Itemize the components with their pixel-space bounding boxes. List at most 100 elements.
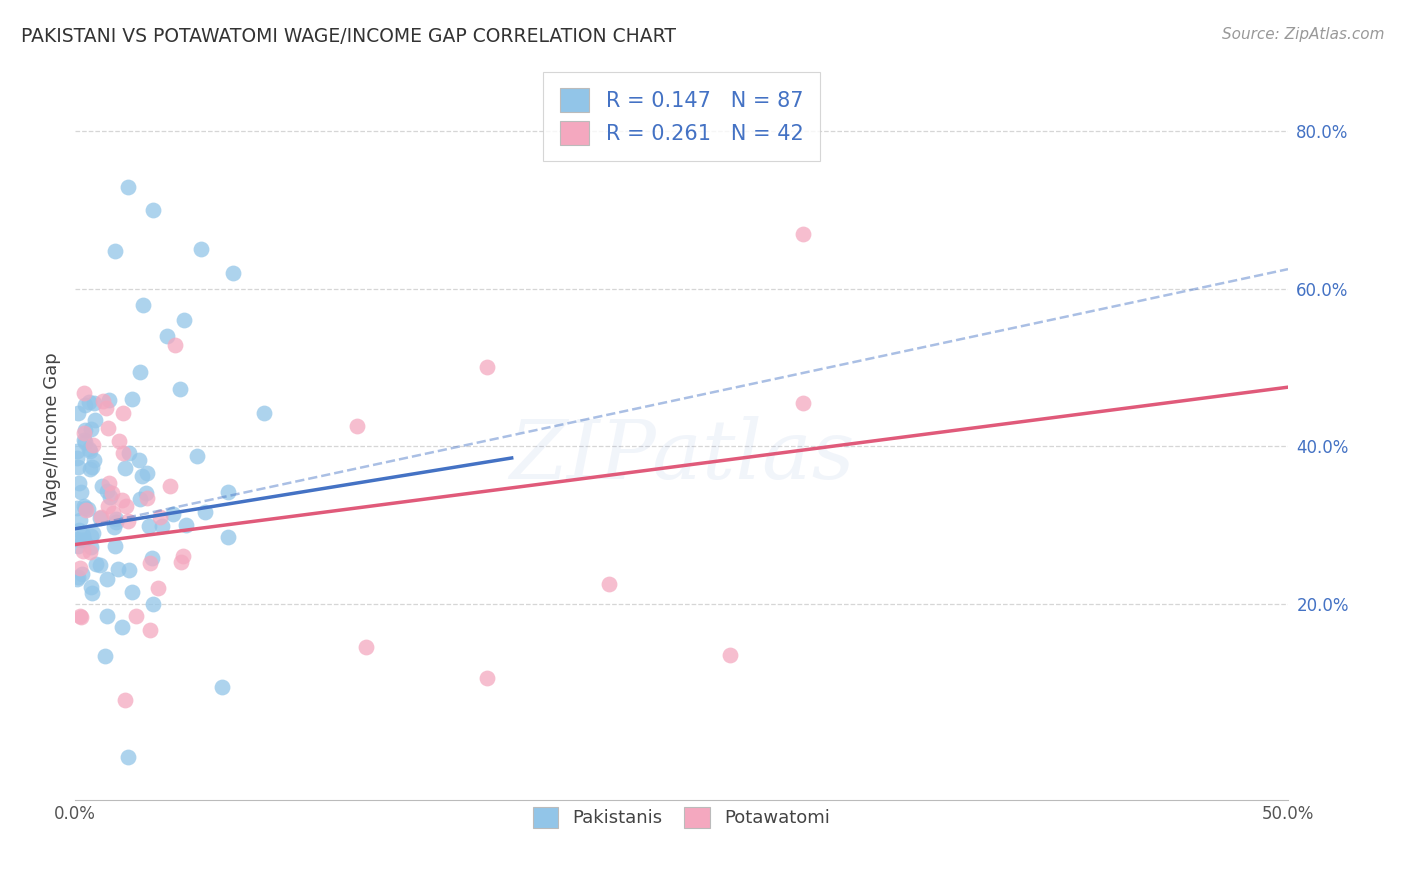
Point — [73, 533, 96, 548]
Point — [98, 393, 121, 408]
Point — [67, 476, 90, 491]
Y-axis label: Wage/Income Gap: Wage/Income Gap — [44, 352, 60, 516]
Point — [77, 501, 100, 516]
Point — [83, 396, 105, 410]
Point — [117, 179, 139, 194]
Point — [108, 434, 131, 448]
Point — [66, 532, 89, 546]
Point — [598, 577, 620, 591]
Point — [72, 528, 94, 542]
Text: ZIPatlas: ZIPatlas — [509, 417, 855, 496]
Point — [142, 597, 165, 611]
Point — [142, 203, 165, 218]
Point — [111, 492, 134, 507]
Point — [186, 449, 208, 463]
Point — [72, 543, 94, 558]
Point — [79, 462, 101, 476]
Point — [149, 510, 172, 524]
Point — [70, 533, 93, 547]
Point — [114, 693, 136, 707]
Point — [90, 479, 112, 493]
Point — [86, 557, 108, 571]
Point — [105, 512, 128, 526]
Point — [66, 572, 89, 586]
Point — [82, 585, 104, 599]
Point — [89, 558, 111, 572]
Point — [107, 562, 129, 576]
Point — [69, 513, 91, 527]
Point — [128, 452, 150, 467]
Point — [67, 539, 90, 553]
Point — [128, 365, 150, 379]
Point — [77, 442, 100, 457]
Point — [138, 519, 160, 533]
Point — [104, 540, 127, 554]
Point — [72, 426, 94, 441]
Point — [69, 610, 91, 624]
Point — [89, 511, 111, 525]
Point — [718, 648, 741, 662]
Point — [73, 434, 96, 448]
Point — [162, 508, 184, 522]
Point — [69, 560, 91, 574]
Point — [135, 491, 157, 505]
Point — [84, 413, 107, 427]
Point — [125, 608, 148, 623]
Point — [69, 608, 91, 623]
Point — [217, 530, 239, 544]
Point — [139, 556, 162, 570]
Point — [477, 671, 499, 685]
Point — [172, 549, 194, 564]
Point — [67, 570, 90, 584]
Point — [100, 486, 122, 500]
Point — [176, 517, 198, 532]
Point — [169, 382, 191, 396]
Point — [96, 572, 118, 586]
Point — [66, 451, 89, 466]
Point — [131, 469, 153, 483]
Point — [73, 435, 96, 450]
Point — [150, 518, 173, 533]
Legend: Pakistanis, Potawatomi: Pakistanis, Potawatomi — [526, 800, 838, 835]
Point — [98, 490, 121, 504]
Point — [129, 492, 152, 507]
Point — [80, 529, 103, 543]
Point — [66, 444, 89, 458]
Point — [94, 648, 117, 663]
Point — [211, 680, 233, 694]
Point — [190, 243, 212, 257]
Point — [103, 519, 125, 533]
Point — [112, 446, 135, 460]
Point — [117, 446, 139, 460]
Point — [96, 484, 118, 499]
Point — [118, 563, 141, 577]
Point — [90, 510, 112, 524]
Point — [80, 540, 103, 554]
Point — [253, 406, 276, 420]
Point — [792, 396, 814, 410]
Point — [217, 484, 239, 499]
Point — [96, 401, 118, 416]
Point — [73, 398, 96, 412]
Point — [170, 556, 193, 570]
Point — [79, 544, 101, 558]
Point — [136, 466, 159, 480]
Point — [132, 297, 155, 311]
Point — [135, 486, 157, 500]
Point — [163, 338, 186, 352]
Point — [79, 444, 101, 458]
Text: Source: ZipAtlas.com: Source: ZipAtlas.com — [1222, 27, 1385, 42]
Point — [121, 392, 143, 406]
Point — [121, 585, 143, 599]
Point — [96, 609, 118, 624]
Point — [66, 501, 89, 516]
Point — [80, 422, 103, 436]
Point — [114, 461, 136, 475]
Text: PAKISTANI VS POTAWATOMI WAGE/INCOME GAP CORRELATION CHART: PAKISTANI VS POTAWATOMI WAGE/INCOME GAP … — [21, 27, 676, 45]
Point — [792, 227, 814, 241]
Point — [66, 407, 89, 421]
Point — [117, 514, 139, 528]
Point — [104, 516, 127, 530]
Point — [73, 501, 96, 516]
Point — [112, 406, 135, 420]
